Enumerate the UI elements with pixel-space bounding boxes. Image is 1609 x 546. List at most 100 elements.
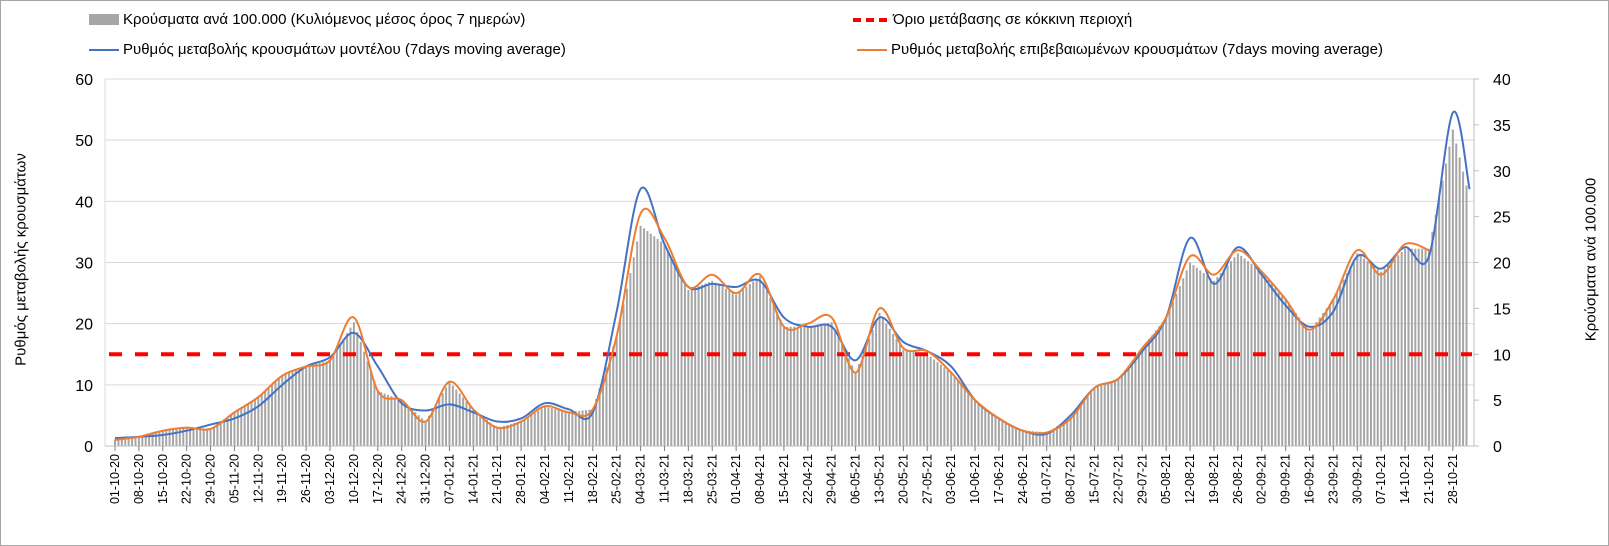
- bar: [625, 288, 628, 446]
- bar: [1332, 299, 1335, 446]
- bar: [346, 333, 349, 446]
- bar: [407, 406, 410, 446]
- left-tick-label: 60: [75, 72, 93, 89]
- bar: [390, 396, 393, 446]
- bar: [950, 372, 953, 446]
- bar: [929, 356, 932, 446]
- bar: [1189, 262, 1192, 446]
- bar: [1431, 231, 1434, 446]
- bar: [431, 409, 434, 446]
- bar: [1192, 265, 1195, 446]
- bar: [810, 326, 813, 446]
- x-tick-label: 15-10-20: [156, 454, 170, 504]
- bar: [1004, 421, 1007, 446]
- bar: [438, 398, 441, 446]
- bar: [1247, 261, 1250, 446]
- bar: [694, 287, 697, 446]
- x-tick-label: 05-08-21: [1159, 454, 1173, 504]
- x-tick-label: 06-05-21: [849, 454, 863, 504]
- bar: [230, 414, 233, 446]
- bar: [124, 438, 127, 446]
- bar: [397, 398, 400, 446]
- bar: [854, 372, 857, 446]
- bar: [1055, 426, 1058, 446]
- legend-bars-label: Κρούσματα ανά 100.000 (Κυλιόμενος μέσος …: [123, 11, 526, 28]
- bar: [591, 409, 594, 446]
- bar: [1359, 255, 1362, 446]
- bar: [1448, 146, 1451, 447]
- bar: [602, 377, 605, 446]
- bar: [482, 417, 485, 446]
- bar: [298, 368, 301, 446]
- bar: [1120, 374, 1123, 446]
- x-tick-label: 21-10-21: [1422, 454, 1436, 504]
- bar: [1151, 334, 1154, 446]
- bar: [1086, 396, 1089, 446]
- bar: [199, 428, 202, 446]
- bar: [1301, 322, 1304, 446]
- x-tick-label: 04-02-21: [538, 454, 552, 504]
- bar: [718, 284, 721, 446]
- x-tick-label: 16-09-21: [1303, 454, 1317, 504]
- x-tick-label: 01-04-21: [729, 454, 743, 504]
- bar: [1322, 312, 1325, 446]
- bar: [516, 422, 519, 446]
- bar: [114, 439, 116, 446]
- bar: [738, 291, 741, 446]
- legend-confirmed-label: Ρυθμός μεταβολής επιβεβαιωμένων κρουσμάτ…: [891, 41, 1383, 58]
- bar: [267, 387, 270, 446]
- bar: [690, 288, 693, 446]
- bar: [356, 331, 359, 446]
- bar: [1421, 248, 1424, 446]
- bar: [984, 407, 987, 446]
- bar: [868, 338, 871, 446]
- bar: [1455, 143, 1458, 447]
- bar: [1154, 330, 1157, 446]
- bar: [359, 341, 362, 446]
- bar: [352, 322, 355, 446]
- bar: [646, 231, 649, 446]
- x-tick-label: 22-04-21: [801, 454, 815, 504]
- bar: [595, 398, 598, 446]
- x-tick-label: 08-07-21: [1064, 454, 1078, 504]
- bar: [301, 367, 304, 446]
- bar: [820, 324, 823, 446]
- bar: [1158, 326, 1161, 446]
- bar: [1199, 270, 1202, 446]
- x-tick-label: 13-05-21: [872, 454, 886, 504]
- x-tick-label: 15-07-21: [1087, 454, 1101, 504]
- bar: [817, 324, 820, 446]
- bar: [1059, 424, 1062, 446]
- bar: [1376, 269, 1379, 446]
- bar: [1073, 414, 1076, 446]
- bar: [967, 392, 970, 446]
- bar: [632, 257, 635, 446]
- bar: [387, 394, 390, 446]
- bar: [1434, 214, 1437, 446]
- legend-threshold: Όριο μετάβασης σε κόκκινη περιοχή: [853, 11, 1132, 28]
- bar: [748, 284, 751, 446]
- bar: [465, 401, 468, 446]
- bar: [612, 346, 615, 446]
- bar: [670, 257, 673, 446]
- bar: [332, 355, 335, 446]
- bar: [455, 389, 458, 446]
- bar: [168, 429, 171, 446]
- bar: [731, 292, 734, 446]
- bar: [864, 347, 867, 446]
- bar: [840, 343, 843, 446]
- bar: [806, 326, 809, 446]
- bar: [724, 288, 727, 446]
- bar: [1045, 432, 1048, 446]
- bar: [970, 396, 973, 446]
- bar: [503, 425, 506, 446]
- bar: [1219, 272, 1222, 446]
- bar: [847, 358, 850, 446]
- bar: [288, 372, 291, 446]
- x-tick-label: 15-04-21: [777, 454, 791, 504]
- bar: [769, 297, 772, 446]
- bar: [175, 428, 178, 446]
- bar: [1236, 253, 1239, 446]
- bar: [1356, 253, 1359, 446]
- bar: [1339, 286, 1342, 446]
